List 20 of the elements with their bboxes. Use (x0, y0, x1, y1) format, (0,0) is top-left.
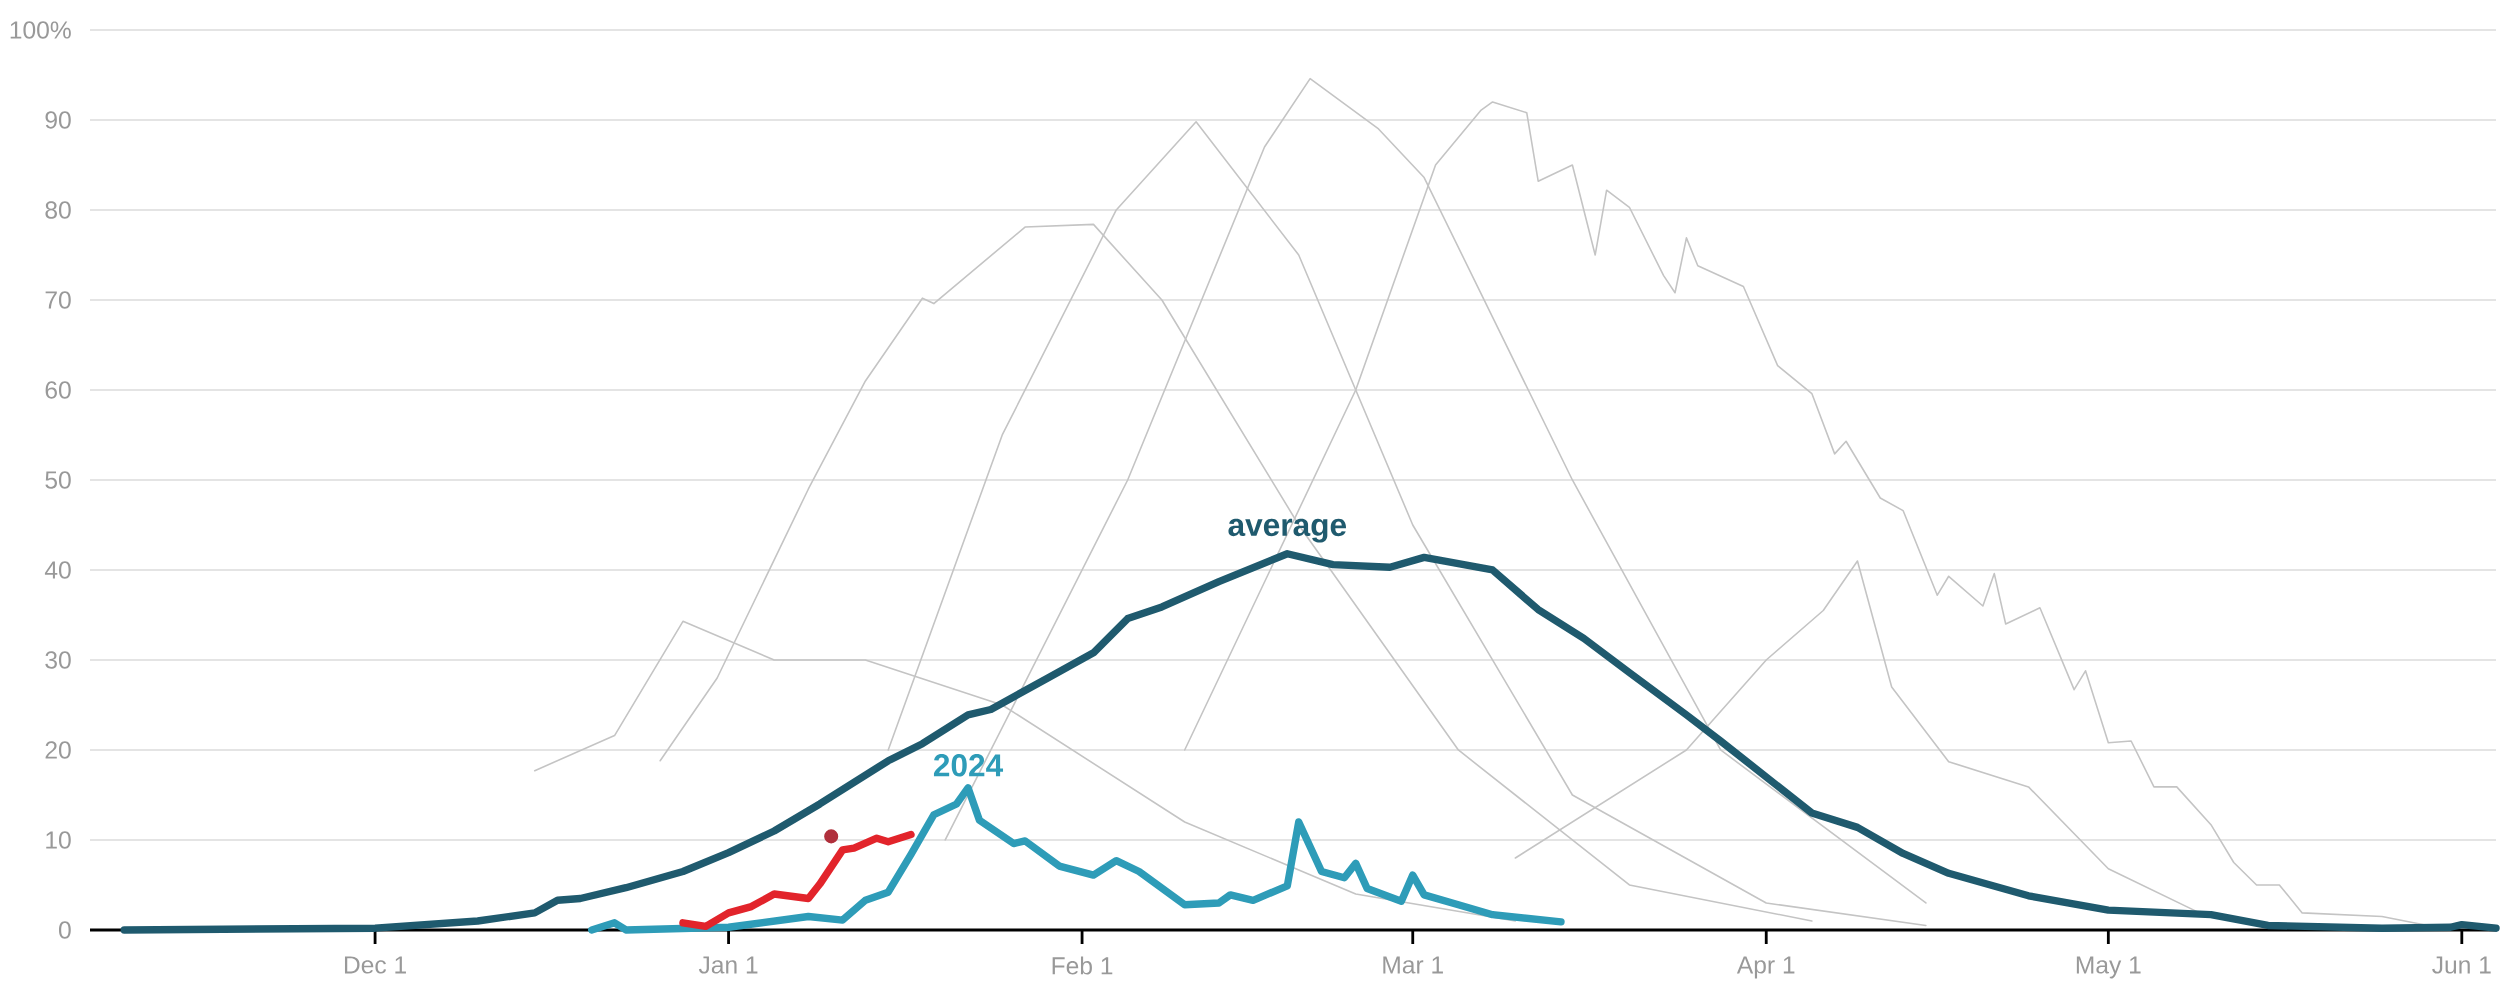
y-tick-label: 20 (45, 741, 71, 759)
y-tick-label: 40 (44, 561, 71, 579)
y-tick-label: 0 (58, 921, 71, 939)
y-tick-label: 100% (10, 21, 71, 39)
x-tick-label: Feb 1 (1052, 956, 1113, 975)
series-label: 2024 (933, 754, 1004, 777)
x-tick-label: Jun 1 (2432, 956, 2491, 974)
x-tick-label: May 1 (2076, 956, 2141, 979)
y-tick-label: 30 (45, 651, 71, 669)
y-tick-label: 90 (45, 111, 71, 129)
series-label: average (1228, 518, 1347, 543)
y-tick-label: 50 (45, 471, 71, 489)
y-tick-label: 70 (45, 291, 71, 309)
y-tick-label: 10 (46, 831, 71, 849)
x-tick-label: Apr 1 (1736, 956, 1795, 979)
x-tick-label: Jan 1 (698, 956, 758, 974)
x-tick-label: Mar 1 (1383, 956, 1443, 974)
x-tick-label: Dec 1 (344, 956, 406, 974)
y-tick-label: 60 (45, 381, 71, 399)
y-tick-label: 80 (45, 201, 71, 219)
